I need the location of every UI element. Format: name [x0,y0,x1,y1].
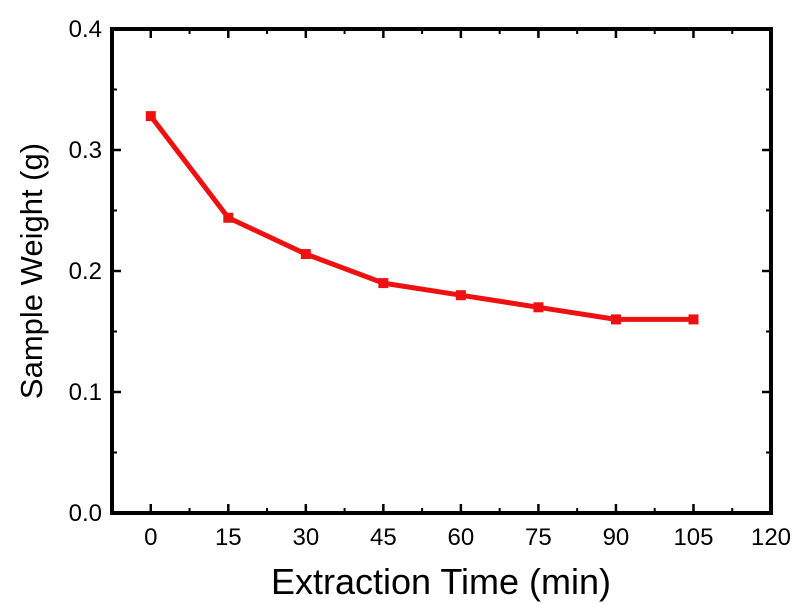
y-tick-label: 0.4 [69,16,102,43]
y-tick-label: 0.2 [69,258,102,285]
x-tick-label: 0 [144,524,157,551]
x-tick-label: 75 [525,524,552,551]
data-point [455,290,466,301]
x-tick-label: 45 [370,524,397,551]
data-point [533,302,544,313]
data-point [688,314,699,325]
x-tick-label: 105 [673,524,713,551]
y-tick-label: 0.1 [69,379,102,406]
x-tick-label: 15 [215,524,242,551]
data-point [300,249,311,260]
y-tick-label: 0.3 [69,137,102,164]
y-tick-label: 0.0 [69,500,102,527]
y-axis-title: Sample Weight (g) [14,143,49,399]
data-point [145,111,156,122]
series-line [148,114,694,322]
x-tick-label: 30 [292,524,319,551]
axis-ticks [112,27,773,515]
x-tick-label: 90 [603,524,630,551]
data-point [378,278,389,289]
x-tick-label: 60 [448,524,475,551]
x-tick-labels: 0 15 30 45 60 75 90 105 120 [144,524,791,551]
plot-frame [110,27,773,515]
data-point [610,314,621,325]
series-layer [145,111,699,325]
data-point [223,212,234,223]
x-axis-title: Extraction Time (min) [271,561,611,602]
x-tick-label: 120 [751,524,791,551]
y-tick-labels: 0.0 0.1 0.2 0.3 0.4 [69,16,102,527]
